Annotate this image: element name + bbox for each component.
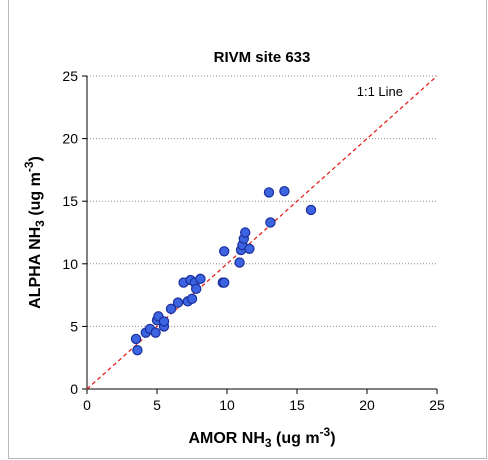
data-point-29 [279, 185, 290, 197]
x-tick-label-5: 5 [153, 397, 161, 413]
data-points [130, 185, 317, 356]
gridlines [87, 75, 437, 327]
data-point-30 [305, 204, 317, 216]
x-axis-label: AMOR NH3 (ug m-3) [188, 425, 335, 450]
y-tick-label-5: 5 [70, 318, 78, 334]
y-tick-label-15: 15 [62, 193, 78, 209]
chart-frame [8, 0, 487, 459]
x-tick-label-10: 10 [219, 397, 235, 413]
data-point-28 [265, 217, 276, 228]
data-point-14 [186, 293, 198, 305]
y-tick-label-0: 0 [70, 381, 78, 397]
data-point-4 [150, 327, 161, 338]
x-tick-label-0: 0 [83, 397, 91, 413]
data-point-21 [234, 257, 245, 268]
data-point-10 [172, 297, 184, 308]
axes [82, 75, 438, 394]
x-tick-labels: 0 5 10 15 20 25 [83, 397, 445, 413]
data-point-16 [190, 283, 202, 295]
data-point-27 [263, 187, 275, 198]
x-tick-label-15: 15 [289, 397, 305, 413]
data-point-26 [244, 243, 255, 254]
y-tick-label-20: 20 [62, 131, 78, 147]
x-tick-label-20: 20 [359, 397, 375, 413]
y-tick-label-25: 25 [62, 68, 78, 84]
data-point-8 [158, 316, 170, 327]
data-point-0 [130, 333, 142, 345]
chart-title: RIVM site 633 [214, 49, 311, 66]
data-point-19 [218, 277, 230, 288]
data-point-9 [165, 303, 177, 315]
x-tick-label-25: 25 [429, 397, 445, 413]
data-point-20 [218, 246, 230, 257]
data-point-17 [195, 273, 206, 285]
one-to-one-line-label: 1:1 Line [357, 84, 403, 99]
y-tick-labels: 0 5 10 15 20 25 [62, 68, 78, 397]
data-point-25 [239, 227, 251, 238]
y-axis-label: ALPHA NH3 (ug m-3) [22, 156, 47, 309]
data-point-1 [132, 344, 143, 356]
y-tick-label-10: 10 [62, 256, 78, 272]
